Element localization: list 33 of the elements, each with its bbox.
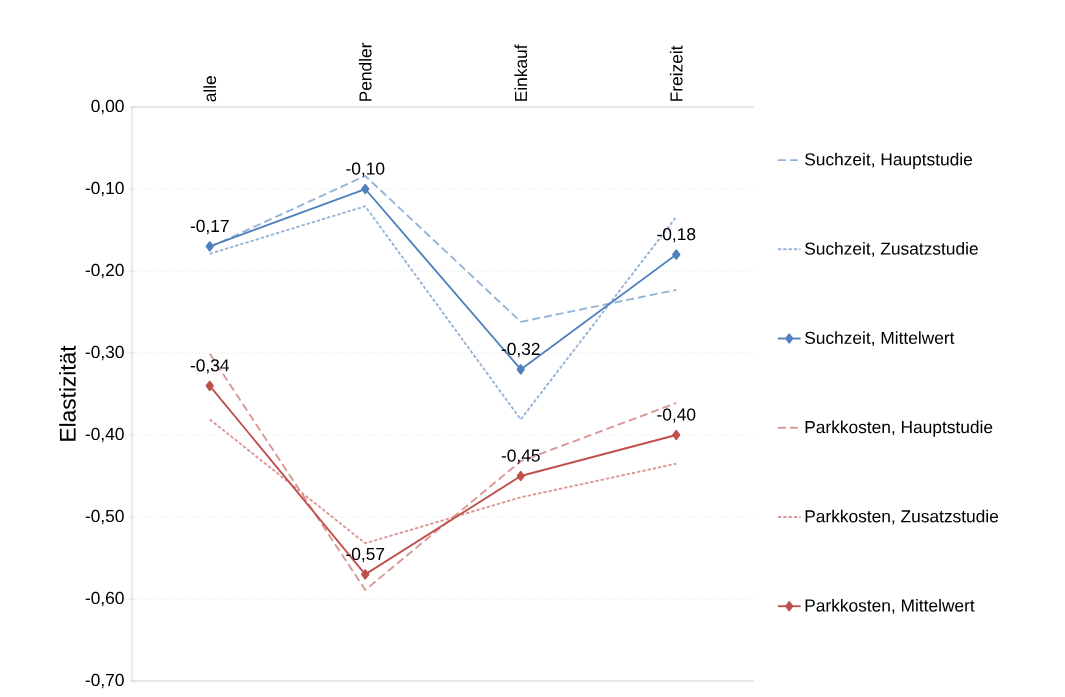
point <box>672 429 681 441</box>
legend-label: Suchzeit, Zusatzstudie <box>805 242 978 257</box>
x-tick-label: Einkauf <box>514 44 528 101</box>
y-tick-label: -0,10 <box>85 181 124 197</box>
data-label: -0,17 <box>190 219 229 235</box>
y-tick-label: -0,70 <box>85 673 124 689</box>
data-label: -0,18 <box>657 228 696 243</box>
legend-label: Suchzeit, Hauptstudie <box>805 152 973 169</box>
x-tick-label: Freizeit <box>669 45 683 101</box>
point <box>672 249 681 260</box>
point <box>516 364 525 375</box>
y-tick-label: -0,30 <box>85 345 124 361</box>
point <box>361 569 370 580</box>
y-tick-label: -0,50 <box>85 509 124 525</box>
data-label: -0,34 <box>190 359 229 374</box>
legend-label: Suchzeit, Mittelwert <box>805 331 955 347</box>
y-tick-label: -0,40 <box>85 427 124 443</box>
point <box>205 241 214 252</box>
data-label: -0,45 <box>501 449 540 464</box>
x-tick-label: alle <box>203 76 217 102</box>
y-tick-label: -0,60 <box>85 591 124 607</box>
data-label: -0,40 <box>657 408 696 423</box>
legend-label: Parkkosten, Zusatzstudie <box>805 509 999 525</box>
legend-label: Parkkosten, Hauptstudie <box>805 420 993 437</box>
legend-label: Parkkosten, Mittelwert <box>805 598 975 614</box>
point <box>516 470 525 482</box>
y-tick-label: -0,20 <box>85 263 124 279</box>
point <box>205 380 214 392</box>
data-label: -0,10 <box>346 162 385 177</box>
y-tick-label: 0,00 <box>91 99 124 115</box>
point <box>361 183 370 195</box>
x-tick-label: Pendler <box>358 42 372 101</box>
y-axis-title: Elastizität <box>59 345 76 441</box>
